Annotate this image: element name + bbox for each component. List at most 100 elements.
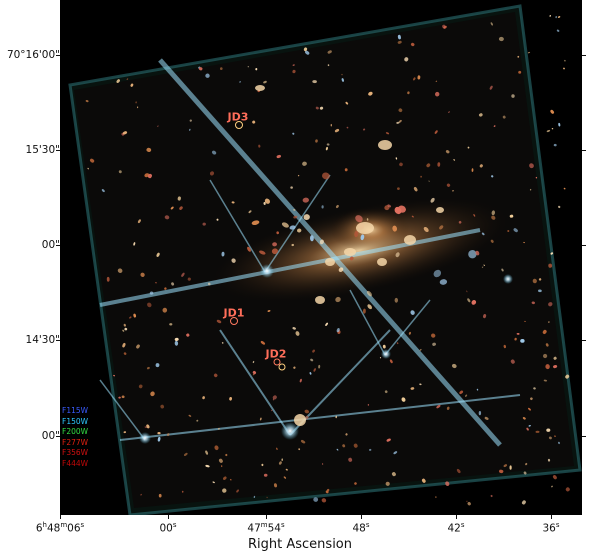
galaxy — [366, 218, 369, 221]
galaxy — [558, 122, 561, 127]
galaxy — [327, 50, 332, 54]
galaxy — [533, 387, 536, 390]
galaxy — [252, 360, 255, 364]
galaxy — [426, 163, 431, 168]
galaxy — [118, 170, 122, 174]
galaxy — [392, 225, 398, 232]
galaxy — [514, 337, 517, 341]
galaxy — [303, 47, 308, 52]
galaxy — [157, 436, 161, 442]
galaxy — [231, 201, 235, 204]
label-jd3: JD3 — [227, 110, 249, 124]
galaxy — [174, 340, 179, 346]
xtick-mark — [551, 515, 552, 519]
galaxy — [530, 397, 533, 401]
galaxy — [379, 357, 382, 359]
galaxy — [278, 461, 282, 465]
galaxy — [264, 198, 270, 204]
galaxy — [353, 443, 358, 448]
galaxy — [292, 64, 295, 66]
galaxy — [209, 171, 215, 176]
galaxy — [542, 329, 547, 334]
galaxy — [136, 344, 140, 349]
galaxy — [336, 448, 339, 451]
galaxy — [263, 80, 267, 84]
galaxy — [524, 320, 526, 322]
galaxy — [272, 242, 277, 247]
galaxy — [258, 144, 261, 148]
galaxy — [448, 111, 450, 113]
galaxy — [399, 162, 403, 167]
galaxy — [503, 464, 508, 468]
galaxy — [548, 321, 550, 323]
galaxy — [229, 397, 233, 401]
galaxy — [123, 352, 127, 355]
galaxy — [396, 121, 400, 124]
galaxy — [509, 214, 514, 218]
xtick-mark — [456, 515, 457, 519]
galaxy — [509, 465, 512, 470]
galaxy — [354, 230, 359, 238]
galaxy — [387, 204, 392, 208]
galaxy — [335, 204, 339, 209]
galaxy — [397, 40, 402, 44]
galaxy — [298, 448, 301, 451]
galaxy — [289, 225, 296, 230]
galaxy — [122, 131, 128, 135]
galaxy — [293, 366, 296, 369]
galaxy — [129, 316, 132, 319]
galaxy — [557, 16, 561, 18]
galaxy — [363, 128, 366, 131]
galaxy — [385, 132, 390, 135]
galaxy — [535, 176, 538, 179]
galaxy — [155, 363, 160, 368]
bright-star — [503, 274, 513, 284]
galaxy — [410, 310, 415, 315]
bright-star — [281, 422, 299, 440]
ytick-label: 70°16'00" — [6, 49, 60, 61]
galaxy — [478, 113, 483, 117]
galaxy — [467, 298, 471, 303]
galaxy — [430, 197, 435, 203]
galaxy — [413, 187, 418, 192]
galaxy — [467, 501, 471, 506]
galaxy — [439, 279, 448, 285]
galaxy — [344, 168, 348, 172]
galaxy — [202, 396, 205, 400]
jd2-marker-b — [278, 363, 286, 371]
galaxy — [436, 404, 441, 409]
galaxy — [466, 500, 468, 502]
galaxy — [218, 458, 223, 463]
legend-entry: F115W — [62, 406, 89, 415]
galaxy — [170, 206, 174, 210]
galaxy — [437, 162, 441, 167]
galaxy — [121, 395, 125, 399]
galaxy — [164, 287, 167, 290]
galaxy — [366, 290, 372, 297]
galaxy — [126, 78, 129, 80]
galaxy — [285, 468, 288, 471]
ytick-mark — [56, 245, 60, 246]
galaxy — [123, 323, 126, 327]
xtick-mark — [168, 515, 169, 519]
galaxy — [399, 119, 402, 123]
galaxy — [490, 22, 493, 26]
galaxy — [528, 407, 531, 411]
galaxy — [419, 383, 422, 386]
galaxy — [261, 463, 264, 467]
galaxy — [531, 301, 535, 305]
galaxy — [435, 496, 437, 498]
galaxy — [290, 186, 293, 189]
galaxy — [205, 450, 209, 455]
xtick-label: 47m54s — [247, 521, 285, 535]
galaxy — [393, 451, 398, 455]
galaxy — [157, 432, 161, 435]
galaxy — [520, 338, 525, 343]
galaxy — [272, 395, 277, 400]
galaxy — [556, 29, 560, 32]
galaxy — [293, 215, 298, 219]
galaxy — [252, 374, 255, 376]
galaxy — [446, 406, 450, 410]
cluster-galaxy — [377, 258, 387, 266]
galaxy — [255, 68, 258, 71]
